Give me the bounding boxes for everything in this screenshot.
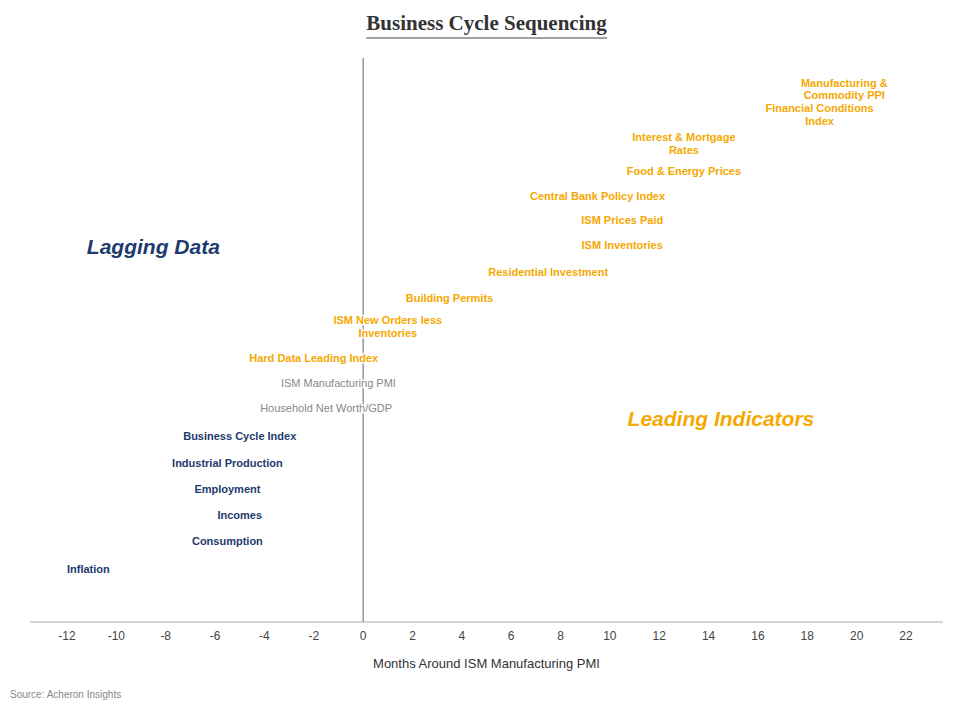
annotation: Lagging Data (87, 235, 220, 258)
point-label: Industrial Production (172, 457, 283, 469)
x-tick-label: 0 (360, 629, 367, 643)
x-ticks: -12 -10 -8 -6 -4 -2 0 2 4 6 8 10 12 14 16 18 20 22 (58, 629, 913, 643)
point-label: ISM New Orders lessInventories (333, 314, 442, 339)
point-label: Incomes (217, 509, 262, 521)
chart: Business Cycle Sequencing -12 -10 -8 -6 -4 -2 0… (0, 0, 973, 706)
x-axis-label: Months Around ISM Manufacturing PMI (373, 656, 600, 671)
x-tick-label: 4 (458, 629, 465, 643)
x-tick-label: 14 (702, 629, 716, 643)
x-tick-label: -6 (210, 629, 221, 643)
point-label: ISM Manufacturing PMI (281, 377, 396, 389)
x-tick-label: 18 (801, 629, 815, 643)
x-axis-line (30, 622, 943, 623)
point-label: Food & Energy Prices (627, 165, 741, 177)
point-labels: Manufacturing &Commodity PPIFinancial Co… (67, 77, 888, 575)
point-label: Residential Investment (488, 266, 608, 278)
x-tick-label: 12 (653, 629, 667, 643)
x-tick-label: -8 (160, 629, 171, 643)
title: Business Cycle Sequencing (366, 11, 607, 35)
x-tick-label: -4 (259, 629, 270, 643)
x-tick-label: -10 (108, 629, 126, 643)
plot-area (363, 58, 364, 622)
source: Source: Acheron Insights (10, 689, 121, 700)
point-label: Consumption (192, 535, 263, 547)
point-label: Financial ConditionsIndex (766, 102, 874, 127)
annotation: Leading Indicators (628, 407, 815, 430)
x-tick-label: 22 (899, 629, 913, 643)
x-tick-label: 20 (850, 629, 864, 643)
x-tick-label: 2 (409, 629, 416, 643)
point-label: Building Permits (406, 292, 493, 304)
x-tick-label: -2 (308, 629, 319, 643)
point-label: Central Bank Policy Index (530, 190, 666, 202)
point-label: Interest & MortgageRates (632, 131, 735, 156)
point-label: Inflation (67, 563, 110, 575)
x-tick-label: 10 (603, 629, 617, 643)
point-label: Employment (194, 483, 260, 495)
point-label: ISM Prices Paid (581, 214, 663, 226)
point-label: Business Cycle Index (183, 430, 297, 442)
point-label: Household Net Worth/GDP (260, 402, 392, 414)
x-tick-label: -12 (58, 629, 76, 643)
point-label: Hard Data Leading Index (249, 352, 379, 364)
x-tick-label: 8 (557, 629, 564, 643)
point-label: Manufacturing &Commodity PPI (801, 77, 888, 102)
x-tick-label: 6 (508, 629, 515, 643)
reference-line (363, 58, 364, 622)
x-tick-label: 16 (751, 629, 765, 643)
title-underline (366, 37, 607, 38)
point-label: ISM Inventories (582, 239, 663, 251)
